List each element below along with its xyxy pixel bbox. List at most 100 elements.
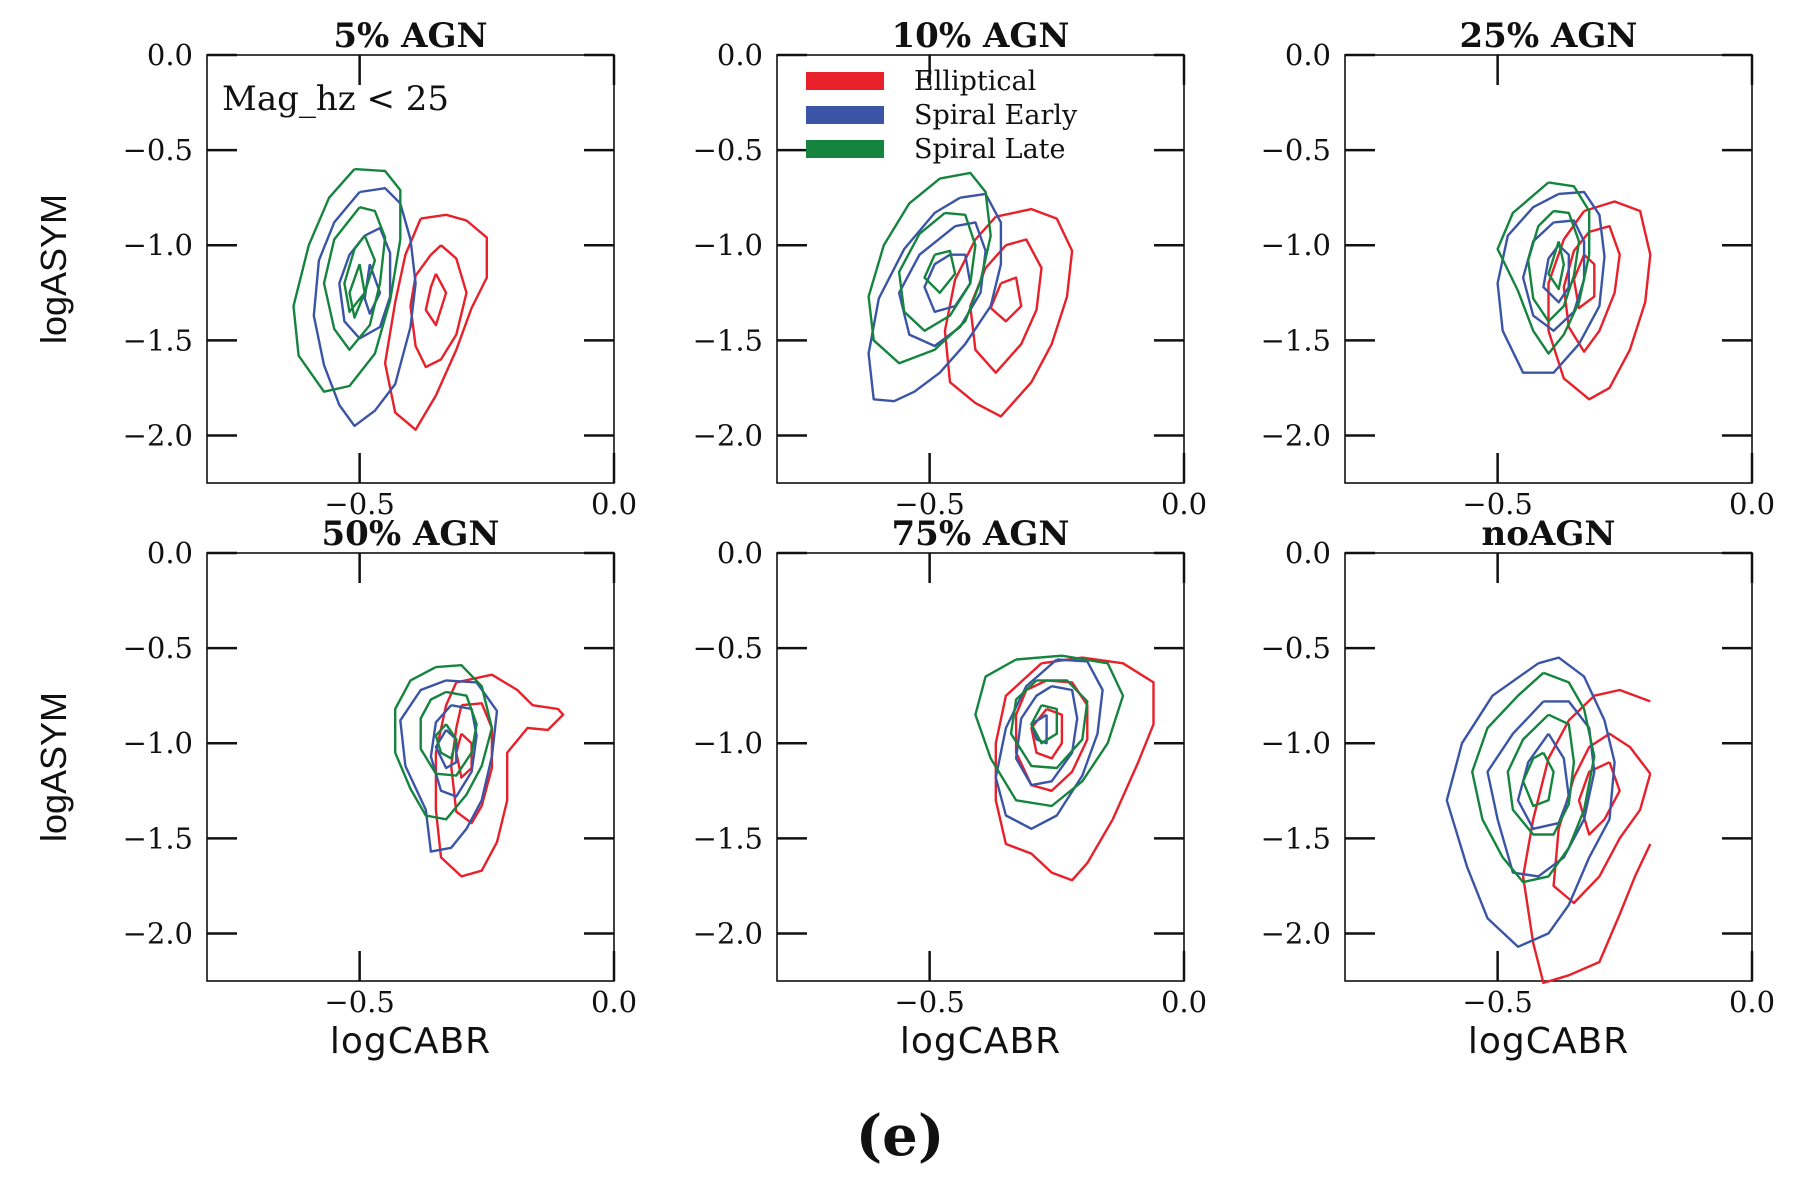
contour-line	[923, 253, 972, 313]
y-tick-label: −0.5	[693, 133, 763, 167]
x-tick-label: 0.0	[591, 487, 637, 521]
y-tick-label: 0.0	[717, 38, 763, 72]
contour-line	[1445, 656, 1616, 948]
plot-frame	[206, 54, 615, 484]
contour-line	[1486, 700, 1596, 878]
contour-line	[974, 654, 1125, 808]
y-tick-label: 0.0	[147, 536, 193, 570]
y-tick-label: −2.0	[123, 916, 193, 950]
y-tick-label: 0.0	[147, 38, 193, 72]
contour-line	[1009, 679, 1089, 770]
contour-line	[923, 249, 957, 294]
y-tick-label: −1.0	[693, 228, 763, 262]
x-axis-label: logCABR	[330, 1021, 491, 1062]
y-tick-label: −2.0	[693, 916, 763, 950]
contour-line	[434, 673, 565, 878]
series-spiral-early	[867, 192, 1003, 403]
panel-title: 5% AGN	[333, 16, 487, 56]
y-tick-label: −1.5	[123, 323, 193, 357]
y-tick-label: −1.0	[693, 726, 763, 760]
x-tick-label: 0.0	[1729, 985, 1775, 1019]
contour-line	[897, 211, 977, 332]
contour-line	[343, 234, 377, 313]
panel-1: 5% AGN 0.0 −0.5 −1.0 −1.5 −2.0 −0.5 0.0 logASYM	[33, 16, 637, 521]
contour-line	[1577, 761, 1621, 836]
y-tick-label: 0.0	[1285, 536, 1331, 570]
x-tick-label: −0.5	[1462, 487, 1532, 521]
series-elliptical	[1521, 688, 1652, 985]
y-tick-label: −1.5	[1261, 821, 1331, 855]
panel-grid: 5% AGN 0.0 −0.5 −1.0 −1.5 −2.0 −0.5 0.0 logASYM 1…	[33, 16, 1775, 1062]
y-tick-label: −2.0	[1261, 916, 1331, 950]
contour-line	[322, 206, 387, 351]
y-tick-label: −0.5	[123, 631, 193, 665]
y-tick-label: 0.0	[717, 536, 763, 570]
contour-line	[1014, 685, 1079, 787]
y-tick-label: −1.5	[1261, 323, 1331, 357]
series-elliptical	[943, 207, 1074, 418]
panel-title: 50% AGN	[322, 514, 500, 554]
y-tick-label: −2.0	[123, 418, 193, 452]
y-tick-label: −2.0	[1261, 418, 1331, 452]
x-tick-label: 0.0	[1161, 985, 1207, 1019]
panel-title: 75% AGN	[892, 514, 1070, 554]
contour-line	[1521, 751, 1555, 808]
panel-3: 25% AGN 0.0 −0.5 −1.0 −1.5 −2.0 −0.5 0.0	[1261, 16, 1775, 521]
series-spiral-early	[1445, 656, 1616, 948]
plot-frame	[776, 552, 1185, 982]
series-spiral-early	[994, 658, 1104, 830]
x-tick-label: 0.0	[591, 985, 637, 1019]
y-tick-label: −1.0	[1261, 726, 1331, 760]
contour-line	[867, 192, 1003, 403]
magnitude-cut-annotation: Mag_hz < 25	[222, 79, 449, 119]
plot-frame	[1344, 552, 1753, 982]
legend-swatch-spiral-early	[806, 106, 884, 124]
series-spiral-late	[974, 654, 1125, 808]
contour-line	[1506, 713, 1576, 836]
legend-swatch-spiral-late	[806, 140, 884, 158]
y-axis-label: logASYM	[33, 194, 74, 344]
legend-label-elliptical: Elliptical	[914, 66, 1036, 97]
legend: Elliptical Spiral Early Spiral Late	[806, 66, 1078, 165]
y-tick-label: −1.0	[123, 228, 193, 262]
contour-line	[1562, 224, 1621, 353]
plot-frame	[776, 54, 1185, 484]
contour-line	[994, 658, 1104, 830]
x-tick-label: −0.5	[894, 985, 964, 1019]
series-spiral-late	[867, 171, 992, 365]
contour-line	[943, 207, 1074, 418]
contour-line	[312, 186, 417, 428]
legend-swatch-elliptical	[806, 72, 884, 90]
series-spiral-late	[1496, 181, 1591, 355]
x-tick-label: 0.0	[1161, 487, 1207, 521]
panel-title: 25% AGN	[1460, 16, 1638, 56]
y-tick-label: −1.5	[693, 323, 763, 357]
contour-line	[434, 723, 458, 760]
panel-6: noAGN 0.0 −0.5 −1.0 −1.5 −2.0 −0.5 0.0 logCABR	[1261, 514, 1775, 1062]
panel-5: 75% AGN 0.0 −0.5 −1.0 −1.5 −2.0 −0.5 0.0 logCABR	[693, 514, 1207, 1062]
plot-frame	[1344, 54, 1753, 484]
contour-line	[1030, 707, 1064, 760]
contour-line	[1496, 181, 1591, 355]
y-tick-label: −1.0	[123, 726, 193, 760]
contour-line	[1552, 732, 1652, 905]
plot-frame	[206, 552, 615, 982]
x-axis-label: logCABR	[900, 1021, 1061, 1062]
series-spiral-late	[292, 167, 402, 393]
contour-line	[338, 226, 392, 340]
y-tick-label: −0.5	[123, 133, 193, 167]
panel-title: noAGN	[1482, 514, 1616, 554]
contour-line	[867, 171, 992, 365]
contour-line	[1470, 671, 1596, 884]
y-tick-label: −1.5	[123, 821, 193, 855]
contour-line	[383, 213, 488, 431]
contour-line	[1521, 688, 1652, 985]
contour-line	[1547, 200, 1652, 401]
contour-line	[1516, 733, 1571, 830]
figure-caption: (e)	[856, 1103, 945, 1169]
contour-line	[1547, 241, 1566, 291]
contour-line	[1526, 209, 1581, 323]
series-spiral-late	[1470, 671, 1596, 884]
y-tick-label: −0.5	[1261, 631, 1331, 665]
